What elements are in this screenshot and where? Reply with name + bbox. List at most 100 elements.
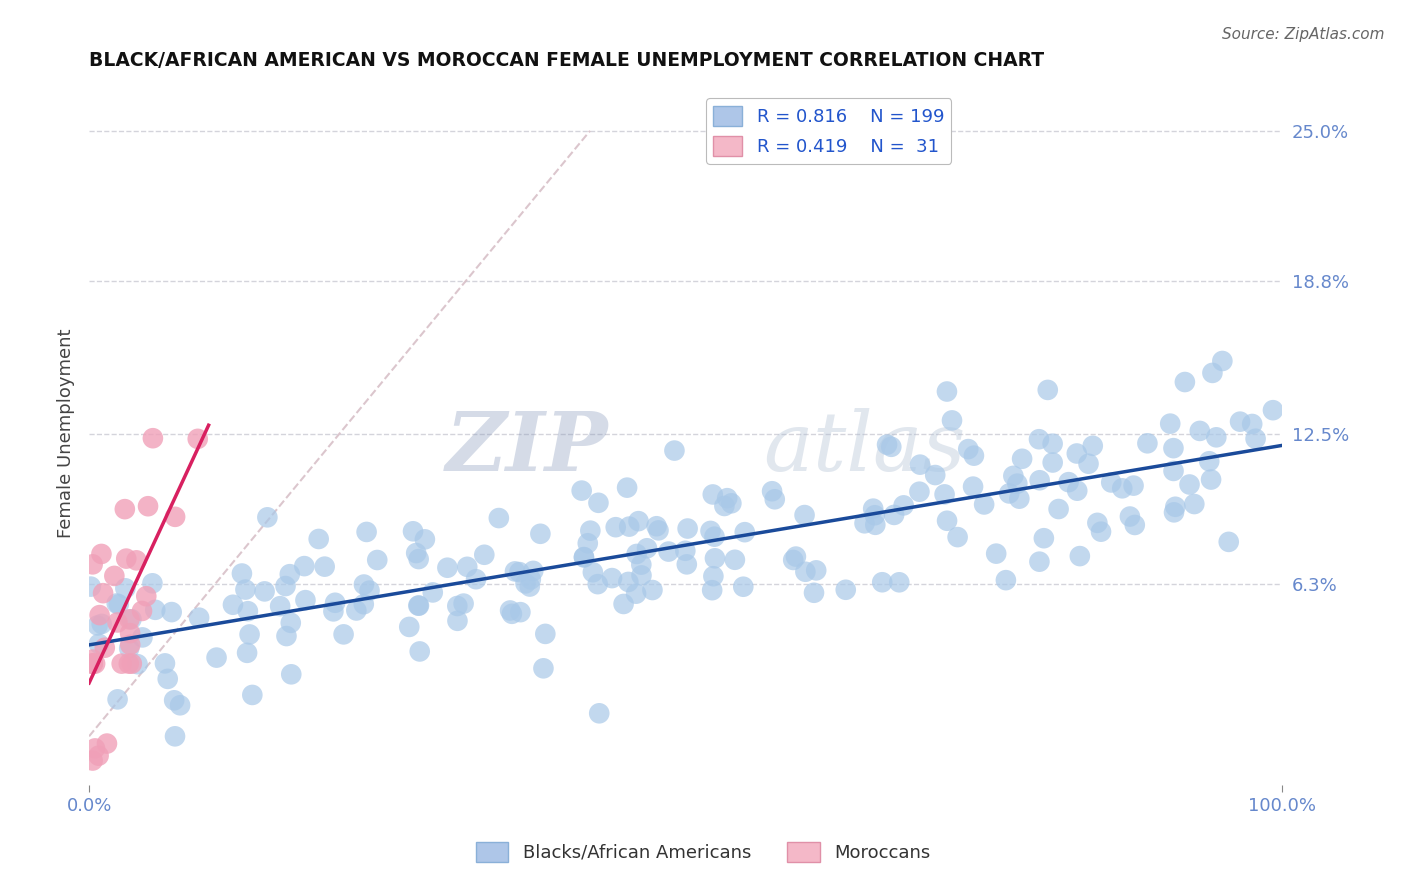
Point <box>488 511 510 525</box>
Point <box>1182 497 1205 511</box>
Point <box>889 575 911 590</box>
Point <box>90 547 112 561</box>
Y-axis label: Female Unemployment: Female Unemployment <box>58 329 75 538</box>
Point <box>84 657 107 671</box>
Point <box>231 566 253 581</box>
Point <box>794 565 817 579</box>
Point <box>647 524 669 538</box>
Point <box>94 640 117 655</box>
Point <box>733 580 755 594</box>
Point <box>957 442 980 456</box>
Point <box>120 638 142 652</box>
Point <box>314 559 336 574</box>
Point <box>160 605 183 619</box>
Point <box>105 597 128 611</box>
Point <box>1261 403 1284 417</box>
Point <box>274 579 297 593</box>
Point <box>520 572 543 586</box>
Point <box>165 509 187 524</box>
Point <box>169 698 191 713</box>
Point <box>408 552 430 566</box>
Point <box>436 560 458 574</box>
Point <box>946 530 969 544</box>
Text: BLACK/AFRICAN AMERICAN VS MOROCCAN FEMALE UNEMPLOYMENT CORRELATION CHART: BLACK/AFRICAN AMERICAN VS MOROCCAN FEMAL… <box>89 51 1045 70</box>
Point <box>114 502 136 516</box>
Point <box>782 553 804 567</box>
Point <box>136 500 159 514</box>
Point <box>1205 430 1227 444</box>
Point <box>332 627 354 641</box>
Point <box>588 706 610 721</box>
Point <box>785 549 807 564</box>
Point <box>1178 477 1201 491</box>
Point <box>630 568 652 582</box>
Point <box>278 567 301 582</box>
Point <box>619 519 641 533</box>
Point <box>645 519 668 533</box>
Point <box>1011 451 1033 466</box>
Point <box>408 599 430 613</box>
Point <box>941 413 963 427</box>
Point <box>883 508 905 522</box>
Point <box>1159 417 1181 431</box>
Point <box>353 577 375 591</box>
Point <box>456 559 478 574</box>
Point <box>359 583 381 598</box>
Point <box>398 620 420 634</box>
Point <box>572 550 595 565</box>
Point <box>142 431 165 445</box>
Point <box>127 657 149 672</box>
Point <box>153 657 176 671</box>
Point <box>853 516 876 531</box>
Point <box>1032 531 1054 545</box>
Point <box>998 486 1021 500</box>
Point <box>962 480 984 494</box>
Point <box>716 491 738 505</box>
Point <box>522 564 544 578</box>
Point <box>702 583 724 598</box>
Point <box>1028 555 1050 569</box>
Point <box>1211 354 1233 368</box>
Point <box>571 483 593 498</box>
Point <box>908 484 931 499</box>
Point <box>627 514 650 528</box>
Point <box>763 492 786 507</box>
Point <box>344 603 367 617</box>
Point <box>986 547 1008 561</box>
Point <box>276 629 298 643</box>
Point <box>292 559 315 574</box>
Point <box>114 582 136 596</box>
Point <box>82 657 104 671</box>
Point <box>533 661 555 675</box>
Point <box>963 449 986 463</box>
Point <box>508 565 530 579</box>
Point <box>673 543 696 558</box>
Point <box>118 612 141 626</box>
Point <box>1090 524 1112 539</box>
Point <box>235 582 257 597</box>
Point <box>624 587 647 601</box>
Point <box>1229 415 1251 429</box>
Point <box>91 586 114 600</box>
Point <box>870 575 893 590</box>
Point <box>503 565 526 579</box>
Point <box>1036 383 1059 397</box>
Point <box>1136 436 1159 450</box>
Point <box>936 384 959 399</box>
Point <box>1002 468 1025 483</box>
Point <box>294 593 316 607</box>
Point <box>586 577 609 591</box>
Point <box>534 627 557 641</box>
Point <box>613 597 636 611</box>
Point <box>322 604 344 618</box>
Point <box>793 508 815 522</box>
Point <box>353 597 375 611</box>
Point <box>188 610 211 624</box>
Point <box>1057 475 1080 490</box>
Point <box>205 650 228 665</box>
Point <box>1066 446 1088 460</box>
Point <box>118 641 141 656</box>
Legend: Blacks/African Americans, Moroccans: Blacks/African Americans, Moroccans <box>468 834 938 870</box>
Point <box>1042 455 1064 469</box>
Point <box>236 604 259 618</box>
